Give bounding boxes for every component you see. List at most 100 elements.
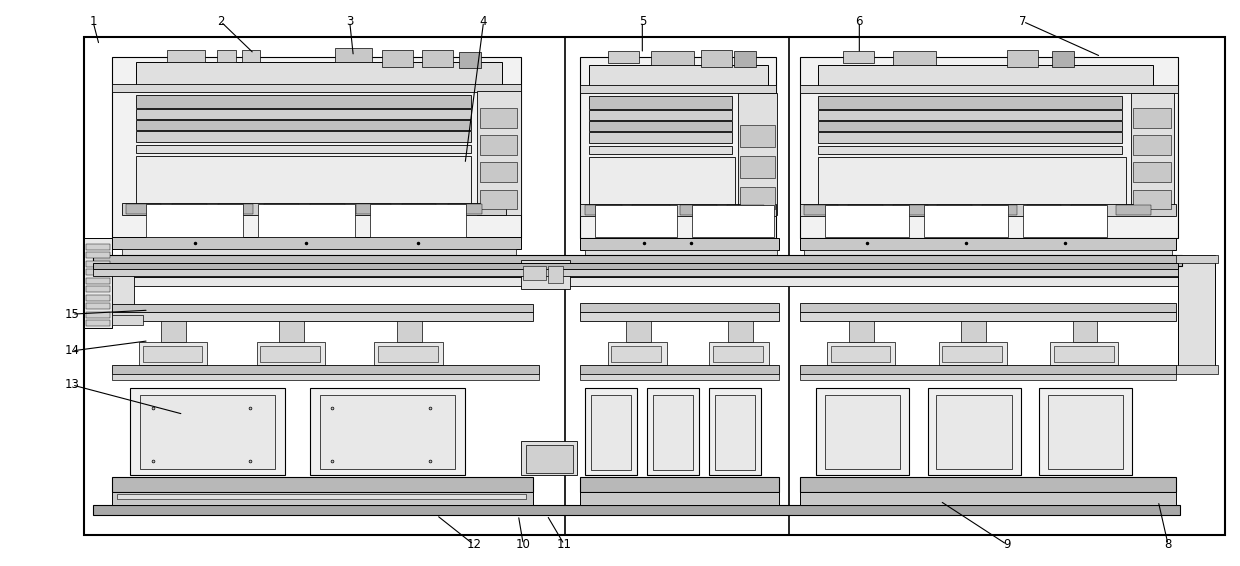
- Text: 7: 7: [1019, 15, 1027, 28]
- Bar: [924, 205, 1008, 237]
- Bar: [320, 395, 455, 469]
- Text: 5: 5: [639, 15, 646, 28]
- Bar: [709, 388, 761, 475]
- Bar: [112, 304, 533, 312]
- Bar: [893, 51, 936, 65]
- Bar: [589, 132, 732, 143]
- Bar: [1178, 255, 1215, 368]
- Bar: [93, 505, 1180, 515]
- Bar: [117, 494, 526, 499]
- Bar: [1176, 255, 1218, 263]
- Text: 4: 4: [480, 15, 487, 28]
- Bar: [122, 249, 516, 256]
- Bar: [167, 50, 205, 62]
- Bar: [480, 162, 517, 182]
- Bar: [589, 121, 732, 131]
- Bar: [1073, 321, 1097, 342]
- Bar: [477, 91, 521, 215]
- Text: 6: 6: [856, 15, 863, 28]
- Bar: [112, 312, 533, 321]
- Bar: [580, 57, 776, 238]
- Bar: [1023, 205, 1107, 237]
- Bar: [580, 312, 779, 321]
- Bar: [961, 321, 986, 342]
- Bar: [595, 205, 677, 237]
- Bar: [264, 204, 299, 214]
- Bar: [523, 266, 546, 280]
- Bar: [86, 295, 110, 301]
- Bar: [86, 312, 110, 318]
- Bar: [1050, 342, 1118, 365]
- Text: 13: 13: [64, 379, 79, 391]
- Bar: [1054, 346, 1114, 362]
- Bar: [713, 346, 763, 362]
- Bar: [608, 51, 639, 63]
- Bar: [580, 238, 779, 250]
- Bar: [279, 321, 304, 342]
- Bar: [818, 132, 1122, 143]
- Bar: [591, 395, 631, 470]
- Bar: [93, 263, 1178, 269]
- Bar: [709, 342, 769, 365]
- Bar: [937, 205, 972, 215]
- Bar: [1133, 108, 1171, 128]
- Bar: [310, 204, 345, 214]
- Bar: [112, 492, 533, 505]
- Bar: [112, 365, 539, 374]
- Bar: [378, 346, 438, 362]
- Bar: [126, 204, 161, 214]
- Bar: [740, 125, 775, 147]
- Bar: [86, 269, 110, 275]
- Bar: [825, 395, 900, 469]
- Bar: [136, 145, 471, 153]
- Bar: [130, 388, 285, 475]
- Bar: [818, 96, 1122, 109]
- Text: 14: 14: [64, 345, 79, 357]
- Bar: [93, 266, 1182, 277]
- Bar: [218, 204, 253, 214]
- Bar: [402, 204, 436, 214]
- Bar: [112, 477, 533, 492]
- Bar: [370, 204, 466, 237]
- Bar: [86, 244, 110, 250]
- Bar: [580, 303, 779, 312]
- Bar: [727, 205, 764, 215]
- Bar: [86, 286, 110, 292]
- Bar: [800, 374, 1176, 380]
- Bar: [818, 146, 1122, 154]
- Bar: [1007, 50, 1038, 67]
- Bar: [928, 388, 1021, 475]
- Bar: [818, 121, 1122, 131]
- Bar: [626, 321, 651, 342]
- Bar: [480, 135, 517, 155]
- Bar: [112, 237, 521, 249]
- Bar: [161, 321, 186, 342]
- Bar: [140, 395, 275, 469]
- Bar: [734, 51, 756, 67]
- Bar: [740, 156, 775, 178]
- Bar: [112, 57, 521, 238]
- Bar: [374, 342, 443, 365]
- Bar: [982, 205, 1017, 215]
- Bar: [93, 277, 1182, 286]
- Bar: [112, 84, 521, 92]
- Bar: [804, 205, 838, 215]
- Bar: [112, 374, 539, 380]
- Bar: [800, 312, 1176, 321]
- Bar: [580, 374, 779, 380]
- Bar: [804, 250, 1172, 257]
- Bar: [800, 365, 1176, 374]
- Bar: [136, 156, 471, 204]
- Bar: [611, 346, 661, 362]
- Bar: [580, 365, 779, 374]
- Bar: [548, 266, 563, 283]
- Bar: [1039, 388, 1132, 475]
- Bar: [589, 146, 732, 154]
- Bar: [136, 109, 471, 119]
- Bar: [647, 388, 699, 475]
- Bar: [936, 395, 1012, 469]
- Bar: [580, 492, 779, 505]
- Bar: [86, 252, 110, 258]
- Bar: [800, 492, 1176, 505]
- Bar: [459, 52, 481, 68]
